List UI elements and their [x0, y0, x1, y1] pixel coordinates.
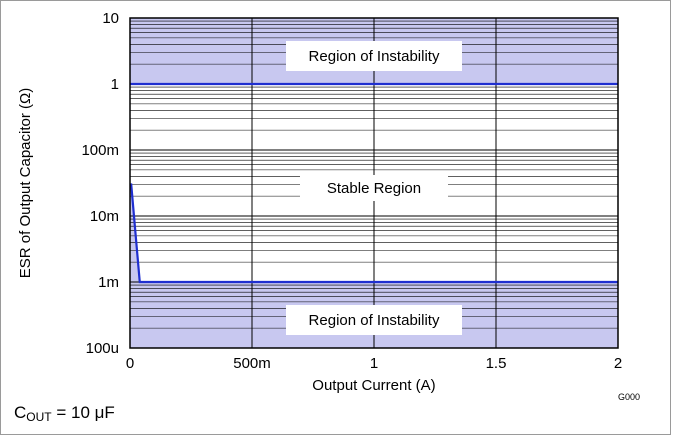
x-tick-labels: 0 500m 1 1.5 2	[126, 355, 622, 372]
y-tick-label: 10m	[90, 208, 119, 225]
x-tick-label: 2	[614, 355, 622, 372]
x-tick-label: 500m	[233, 355, 271, 372]
y-tick-labels: 100u 1m 10m 100m 1 10	[81, 10, 119, 357]
boundary-lines	[130, 82, 618, 284]
y-tick-label: 10	[102, 10, 119, 27]
region-label: Region of Instability	[309, 312, 440, 329]
x-tick-label: 0	[126, 355, 134, 372]
x-tick-label: 1	[370, 355, 378, 372]
x-tick-label: 1.5	[486, 355, 507, 372]
series-line	[130, 183, 618, 284]
region-label: Region of Instability	[309, 48, 440, 65]
y-tick-label: 100m	[81, 142, 119, 159]
y-tick-label: 1m	[98, 274, 119, 291]
region-labels: Region of Instability Stable Region Region…	[286, 41, 462, 335]
region-label: Stable Region	[327, 180, 421, 197]
region-label-box	[286, 305, 462, 335]
x-axis-title: Output Current (A)	[312, 377, 435, 394]
footnote-suffix: = 10 μF	[51, 403, 115, 422]
cout-footnote: COUT = 10 μF	[14, 403, 115, 424]
footnote-subscript: OUT	[26, 410, 52, 424]
y-tick-label: 100u	[86, 340, 119, 357]
region-label-box	[300, 175, 448, 201]
figure-code: G000	[618, 392, 640, 402]
plot-border	[129, 17, 619, 349]
footnote-prefix: C	[14, 403, 27, 422]
y-axis-title: ESR of Output Capacitor (Ω)	[17, 88, 34, 278]
y-tick-label: 1	[111, 76, 119, 93]
region-label-box	[286, 41, 462, 71]
